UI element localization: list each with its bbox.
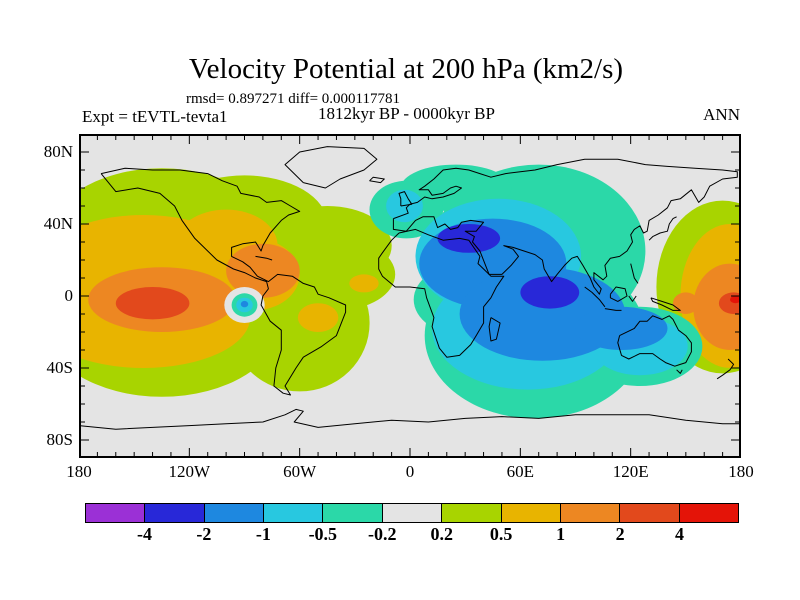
stats-line: rmsd= 0.897271 diff= 0.000117781	[186, 91, 400, 107]
colorbar-label: 2	[615, 524, 625, 544]
colorbar-label: -0.2	[368, 524, 397, 544]
colorbar-label: 4	[675, 524, 685, 544]
colorbar	[85, 503, 739, 523]
coastline-path	[100, 167, 347, 396]
coastline-path	[628, 295, 637, 302]
x-axis-label: 60W	[283, 462, 317, 481]
colorbar-segment	[263, 504, 323, 522]
colorbar-segment	[441, 504, 501, 522]
coastline-path	[284, 146, 378, 189]
chart-title: Velocity Potential at 200 hPa (km2/s)	[188, 53, 624, 85]
coastline-path	[617, 315, 692, 367]
coastline-path	[398, 191, 413, 207]
contour-blob	[693, 263, 741, 350]
colorbar-segment	[500, 504, 560, 522]
contour-blob	[277, 238, 396, 311]
y-axis-label: 40N	[43, 214, 73, 233]
colorbar-segment	[381, 504, 442, 522]
contour-blob	[520, 276, 580, 309]
coastlines	[79, 146, 741, 430]
colorbar-label: -1	[255, 524, 271, 544]
contour-blob	[437, 224, 501, 253]
colorbar-segment	[322, 504, 382, 522]
y-axis-label: 40S	[46, 358, 73, 377]
colorbar-segment	[144, 504, 204, 522]
contour-blob	[297, 303, 339, 332]
colorbar-label: -0.5	[308, 524, 338, 544]
contour-blob	[672, 292, 699, 314]
colorbar-label: 0.2	[430, 524, 453, 544]
colorbar-label: 0.5	[489, 524, 513, 544]
period-line: 1812kyr BP - 0000kyr BP	[318, 104, 495, 123]
x-axis-label: 120W	[168, 462, 211, 481]
coastline-path	[378, 228, 505, 358]
coastline-path	[650, 297, 681, 311]
x-axis-label: 180	[728, 462, 754, 481]
y-axis-label: 80S	[46, 430, 73, 449]
coastline-path	[584, 286, 606, 308]
colorbar-label: 1	[556, 524, 566, 544]
contour-blob	[240, 300, 249, 308]
colorbar-segment	[619, 504, 679, 522]
colorbar-segment	[559, 504, 620, 522]
contour-blob	[386, 189, 423, 223]
contour-blob	[226, 243, 300, 298]
contour-blob	[730, 296, 741, 304]
contour-blob	[349, 274, 379, 293]
coastline-path	[609, 286, 628, 302]
colorbar-segment	[86, 504, 145, 522]
colorbar-label: -2	[196, 524, 212, 544]
coastline-path	[676, 369, 683, 374]
map-plot	[79, 134, 741, 458]
coastline-path	[604, 308, 622, 311]
coastline-path	[630, 263, 639, 284]
colorbar-segment	[678, 504, 738, 522]
y-axis-label: 80N	[43, 142, 73, 161]
map-frame-border	[79, 134, 741, 458]
coastline-path	[648, 216, 677, 241]
y-axis-label: 0	[64, 286, 74, 305]
experiment-label: Expt = tEVTL-tevta1	[82, 107, 228, 126]
x-axis-label: 180	[66, 462, 92, 481]
x-axis-label: 120E	[612, 462, 649, 481]
coastline-path	[255, 255, 273, 261]
coastline-path	[488, 317, 501, 342]
coastline-path	[79, 408, 741, 430]
contour-blob	[575, 306, 668, 350]
x-axis-label: 0	[405, 462, 415, 481]
colorbar-label: -4	[136, 524, 152, 544]
coastline-path	[369, 176, 385, 184]
contour-fills	[79, 164, 741, 419]
contour-blob	[115, 287, 190, 320]
season-label: ANN	[703, 105, 740, 124]
contour-field	[79, 134, 741, 458]
coastline-path	[716, 358, 735, 380]
x-axis-label: 60E	[506, 462, 535, 481]
colorbar-segment	[203, 504, 264, 522]
coastline-path	[392, 158, 738, 295]
